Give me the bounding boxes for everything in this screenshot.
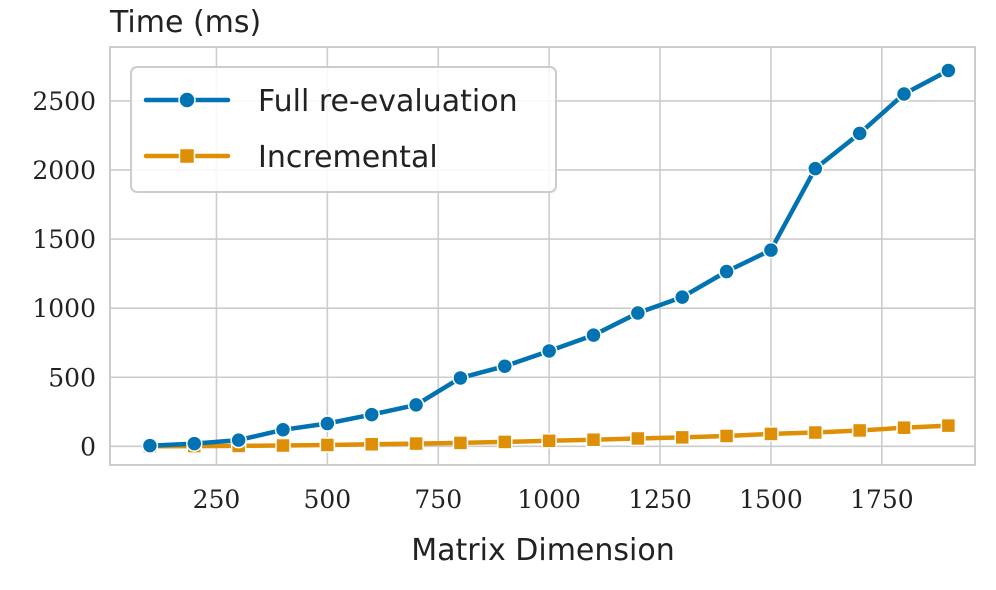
x-axis-label: Matrix Dimension bbox=[411, 533, 674, 568]
data-point-incremental bbox=[319, 437, 336, 453]
data-point-full-re-evaluation bbox=[452, 369, 469, 387]
x-tick-label: 1250 bbox=[628, 485, 692, 514]
data-point-incremental bbox=[718, 428, 735, 444]
data-point-incremental bbox=[630, 430, 646, 447]
y-tick-label: 500 bbox=[48, 363, 96, 392]
series-full-re-evaluation bbox=[141, 62, 957, 454]
y-tick-label: 2500 bbox=[32, 87, 96, 116]
data-point-full-re-evaluation bbox=[807, 160, 824, 177]
y-tick-label: 0 bbox=[80, 432, 96, 461]
data-point-incremental bbox=[763, 426, 779, 442]
data-point-incremental bbox=[275, 437, 291, 454]
data-point-full-re-evaluation bbox=[496, 357, 514, 375]
x-tick-label: 1500 bbox=[739, 485, 803, 514]
legend-label-incremental: Incremental bbox=[258, 140, 438, 175]
data-point-full-re-evaluation bbox=[673, 288, 691, 306]
data-point-full-re-evaluation bbox=[186, 435, 203, 452]
tick-labels: 250 500 750 1000 1250 1500 1750 0 500 1000 1500 200… bbox=[32, 87, 913, 514]
data-point-incremental bbox=[940, 417, 957, 434]
data-point-full-re-evaluation bbox=[940, 62, 957, 79]
data-point-incremental bbox=[363, 436, 380, 453]
data-point-full-re-evaluation bbox=[540, 342, 558, 360]
data-point-incremental bbox=[807, 424, 824, 441]
data-point-incremental bbox=[896, 419, 912, 436]
data-point-full-re-evaluation bbox=[762, 241, 780, 259]
data-point-full-re-evaluation bbox=[629, 304, 647, 322]
series-layer bbox=[141, 62, 957, 454]
data-point-full-re-evaluation bbox=[718, 263, 735, 280]
legend-marker-incremental bbox=[178, 147, 196, 165]
data-point-incremental bbox=[541, 433, 557, 449]
series-incremental bbox=[142, 417, 957, 454]
legend-label-full-re-evaluation: Full re-evaluation bbox=[258, 84, 518, 119]
data-point-incremental bbox=[674, 429, 690, 446]
y-tick-label: 1500 bbox=[32, 225, 96, 254]
legend-box bbox=[130, 66, 557, 193]
data-point-incremental bbox=[452, 435, 469, 451]
x-tick-label: 250 bbox=[193, 485, 241, 514]
x-tick-label: 1000 bbox=[517, 485, 581, 514]
legend-entry-incremental: Incremental bbox=[143, 140, 438, 175]
legend-marker-full-re-evaluation bbox=[178, 91, 196, 109]
x-tick-label: 500 bbox=[303, 485, 351, 514]
data-point-full-re-evaluation bbox=[363, 406, 380, 423]
data-point-full-re-evaluation bbox=[319, 415, 336, 432]
data-point-full-re-evaluation bbox=[274, 421, 292, 439]
data-point-full-re-evaluation bbox=[895, 85, 913, 103]
plot-frame bbox=[109, 46, 976, 466]
data-point-incremental bbox=[408, 435, 424, 452]
data-point-full-re-evaluation bbox=[585, 326, 602, 344]
data-point-full-re-evaluation bbox=[407, 396, 425, 414]
data-point-full-re-evaluation bbox=[141, 437, 159, 454]
data-point-full-re-evaluation bbox=[851, 125, 868, 142]
x-tick-label: 1750 bbox=[850, 485, 914, 514]
y-axis-label: Time (ms) bbox=[109, 5, 261, 40]
data-point-full-re-evaluation bbox=[230, 431, 247, 449]
y-tick-label: 1000 bbox=[32, 294, 96, 323]
x-tick-label: 750 bbox=[414, 485, 462, 514]
legend-entries: Full re-evaluation Incremental bbox=[143, 84, 518, 175]
legend: Full re-evaluation Incremental bbox=[130, 66, 557, 193]
data-point-incremental bbox=[497, 434, 513, 450]
data-point-incremental bbox=[585, 431, 602, 448]
y-tick-label: 2000 bbox=[32, 156, 96, 185]
legend-entry-full-re-evaluation: Full re-evaluation bbox=[143, 84, 518, 119]
data-point-incremental bbox=[851, 422, 868, 439]
